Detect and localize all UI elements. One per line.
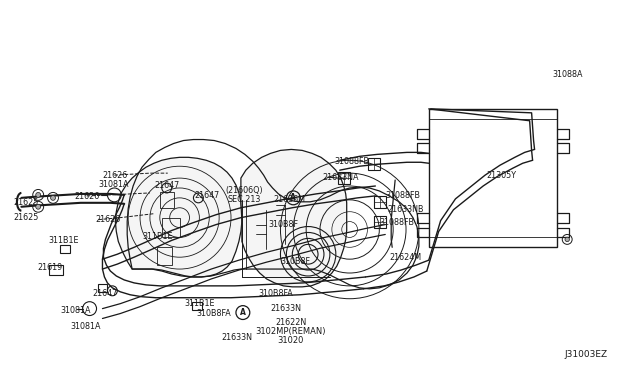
Text: 21305Y: 21305Y: [486, 171, 516, 180]
Bar: [374, 216, 387, 228]
Text: 31088FB: 31088FB: [335, 157, 370, 166]
Text: 31088FB: 31088FB: [380, 218, 414, 227]
Text: A: A: [291, 193, 296, 202]
Text: 21625: 21625: [13, 213, 39, 222]
Circle shape: [51, 195, 56, 200]
Bar: [49, 265, 63, 275]
Bar: [374, 196, 387, 208]
Bar: [160, 192, 173, 208]
Text: 310B8FA: 310B8FA: [259, 289, 294, 298]
Text: 21633N: 21633N: [271, 304, 301, 313]
Text: 21625: 21625: [13, 198, 39, 207]
Circle shape: [36, 192, 40, 198]
Polygon shape: [241, 150, 347, 287]
Bar: [193, 302, 202, 310]
Text: 21633NB: 21633NB: [387, 205, 424, 214]
Bar: [338, 172, 349, 184]
Text: 311B1E: 311B1E: [142, 232, 173, 241]
Text: 21633N: 21633N: [221, 333, 252, 342]
Text: 21622N: 21622N: [275, 318, 307, 327]
Text: 311B1E: 311B1E: [184, 299, 215, 308]
Text: 31088FB: 31088FB: [385, 191, 420, 201]
Text: 31088A: 31088A: [552, 70, 583, 79]
Text: 311B1E: 311B1E: [48, 236, 79, 245]
Text: 31081A: 31081A: [99, 180, 129, 189]
Text: 21626: 21626: [95, 215, 121, 224]
Bar: [369, 158, 380, 170]
Text: SEC.213: SEC.213: [227, 195, 260, 204]
Text: 310B8FA: 310B8FA: [196, 309, 231, 318]
Bar: [162, 218, 180, 237]
Text: 21624M: 21624M: [389, 253, 421, 262]
Text: A: A: [240, 308, 246, 317]
Circle shape: [36, 204, 40, 209]
Polygon shape: [115, 157, 242, 277]
Text: 21626: 21626: [102, 171, 128, 180]
Text: J31003EZ: J31003EZ: [564, 350, 607, 359]
Text: 310B8F: 310B8F: [269, 220, 299, 229]
Circle shape: [565, 237, 570, 242]
Text: 3102MP(REMAN): 3102MP(REMAN): [255, 327, 326, 336]
Text: 31081A: 31081A: [71, 322, 101, 331]
Text: (21606Q): (21606Q): [225, 186, 262, 195]
Bar: [157, 247, 172, 265]
Text: 31081A: 31081A: [60, 306, 90, 315]
Bar: [429, 109, 557, 247]
Text: 21647: 21647: [93, 289, 118, 298]
Text: 21647: 21647: [195, 191, 220, 201]
Text: 31020: 31020: [277, 336, 303, 345]
Text: 310B8F: 310B8F: [280, 257, 310, 266]
Bar: [60, 245, 70, 253]
Text: 21626: 21626: [75, 192, 100, 201]
Text: 21619: 21619: [37, 263, 63, 272]
Bar: [97, 284, 108, 292]
Text: 21647: 21647: [155, 180, 180, 189]
Text: 21636M: 21636M: [273, 195, 305, 204]
Text: 21633NA: 21633NA: [322, 173, 358, 182]
